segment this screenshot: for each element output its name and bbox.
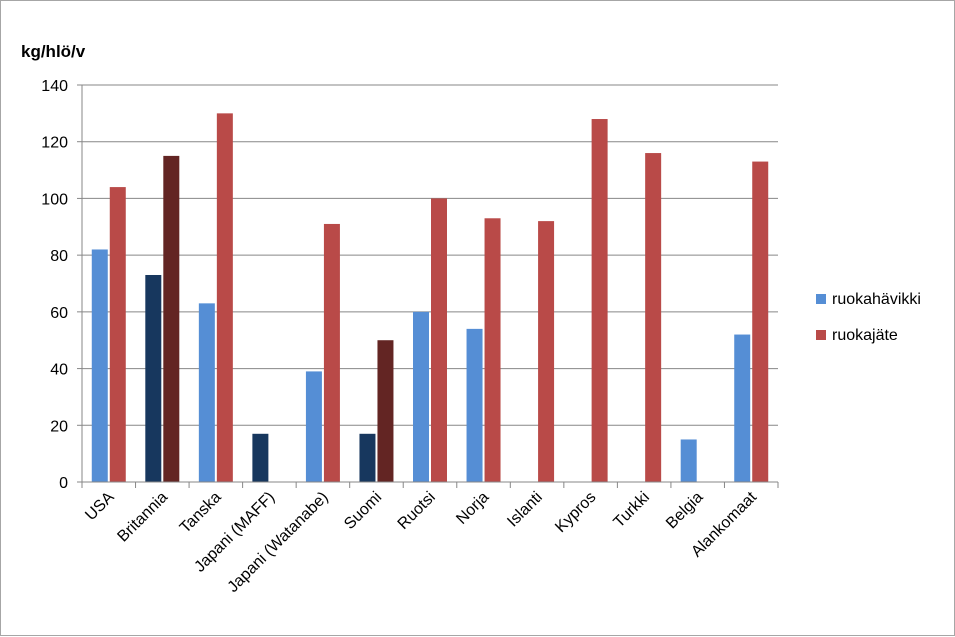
y-tick-label: 40 [50, 362, 68, 379]
y-tick-label: 20 [50, 418, 68, 435]
legend-label: ruokajäte [832, 327, 898, 344]
axes [77, 84, 779, 488]
bar-ruokahavikki-5 [359, 433, 376, 482]
bar-ruokajate-6 [431, 198, 447, 482]
y-tick-labels: 0 20 40 60 80 100 120 140 [41, 78, 68, 492]
bar-ruokahavikki-1 [145, 274, 162, 482]
bar-ruokajate-2 [216, 113, 233, 482]
bar-ruokahavikki-7 [466, 328, 483, 482]
bar-ruokajate-5 [377, 340, 394, 482]
legend-swatch [816, 330, 826, 340]
x-tick-label: Tanska [177, 489, 225, 537]
bar-ruokajate-7 [484, 218, 501, 482]
y-tick-label: 120 [41, 135, 68, 152]
bar-ruokajate-9 [591, 119, 608, 483]
y-tick-label: 80 [50, 248, 68, 265]
x-tick-label: Turkki [611, 489, 653, 531]
bar-ruokahavikki-12 [734, 334, 751, 482]
x-tick-label: Ruotsi [395, 489, 439, 533]
gridlines [82, 84, 778, 483]
bar-ruokajate-0 [109, 187, 126, 483]
legend-label: ruokahävikki [832, 291, 921, 308]
bar-ruokajate-8 [538, 221, 555, 482]
y-tick-label: 140 [41, 78, 68, 95]
bar-ruokajate-4 [323, 223, 340, 482]
x-tick-label: Kypros [552, 489, 599, 536]
x-tick-label: Islanti [504, 489, 546, 531]
legend: ruokahävikki ruokajäte [816, 291, 921, 344]
y-tick-label: 100 [41, 191, 68, 208]
x-tick-label: Norja [453, 489, 492, 528]
bar-ruokahavikki-6 [413, 311, 429, 482]
x-tick-label: USA [82, 489, 118, 525]
legend-swatch [816, 294, 826, 304]
y-axis-title: kg/hlö/v [21, 42, 86, 61]
x-tick-label: Japani (Watanabe) [225, 489, 332, 596]
bar-ruokajate-12 [752, 161, 769, 483]
bar-ruokahavikki-2 [198, 303, 215, 482]
bar-ruokahavikki-11 [680, 439, 697, 482]
bar-ruokahavikki-4 [305, 371, 322, 482]
x-tick-label: Belgia [663, 489, 707, 533]
y-tick-label: 0 [59, 475, 68, 492]
x-tick-label: Suomi [341, 489, 385, 533]
bar-ruokajate-1 [163, 155, 180, 482]
bar-ruokajate-10 [645, 153, 662, 483]
bars [91, 113, 769, 483]
bar-ruokahavikki-0 [91, 249, 108, 482]
bar-ruokahavikki-3 [252, 433, 269, 482]
y-tick-label: 60 [50, 305, 68, 322]
x-tick-label: Britannia [114, 489, 171, 546]
